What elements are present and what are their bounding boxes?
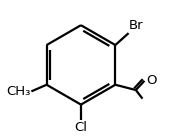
Text: O: O <box>146 74 156 87</box>
Text: CH₃: CH₃ <box>6 85 30 98</box>
Text: Br: Br <box>129 19 144 32</box>
Text: Cl: Cl <box>75 121 87 134</box>
